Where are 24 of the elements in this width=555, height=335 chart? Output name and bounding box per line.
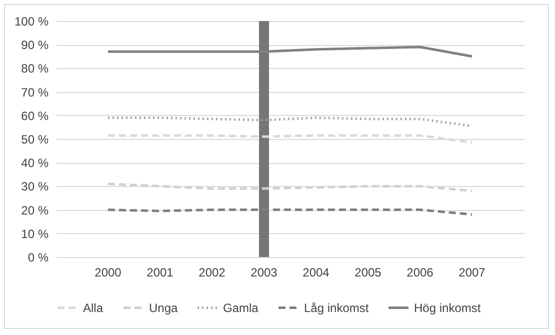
legend-label: Unga (149, 300, 178, 315)
y-tick-label: 20 % (21, 203, 49, 218)
x-tick-label: 2005 (354, 266, 382, 280)
y-tick-label: 90 % (21, 38, 49, 52)
legend-label: Alla (83, 300, 104, 315)
x-tick-label: 2000 (94, 266, 122, 280)
y-tick-label: 50 % (21, 132, 49, 146)
y-tick-label: 10 % (21, 226, 49, 241)
y-tick-label: 100 % (14, 14, 49, 28)
y-tick-label: 0 % (28, 250, 49, 264)
y-tick-label: 40 % (21, 156, 49, 170)
legend-label: Låg inkomst (304, 300, 370, 315)
legend-label: Gamla (223, 300, 259, 315)
y-tick-label: 60 % (21, 108, 49, 123)
y-tick-label: 30 % (21, 180, 49, 194)
x-tick-label: 2002 (198, 266, 226, 280)
x-tick-label: 2004 (302, 266, 330, 280)
x-tick-label: 2003 (250, 266, 278, 280)
y-tick-label: 70 % (21, 85, 49, 100)
legend-label: Hög inkomst (414, 300, 482, 315)
y-tick-label: 80 % (21, 62, 49, 76)
x-tick-label: 2006 (406, 266, 434, 280)
x-tick-label: 2007 (458, 266, 486, 280)
x-tick-label: 2001 (146, 266, 174, 280)
